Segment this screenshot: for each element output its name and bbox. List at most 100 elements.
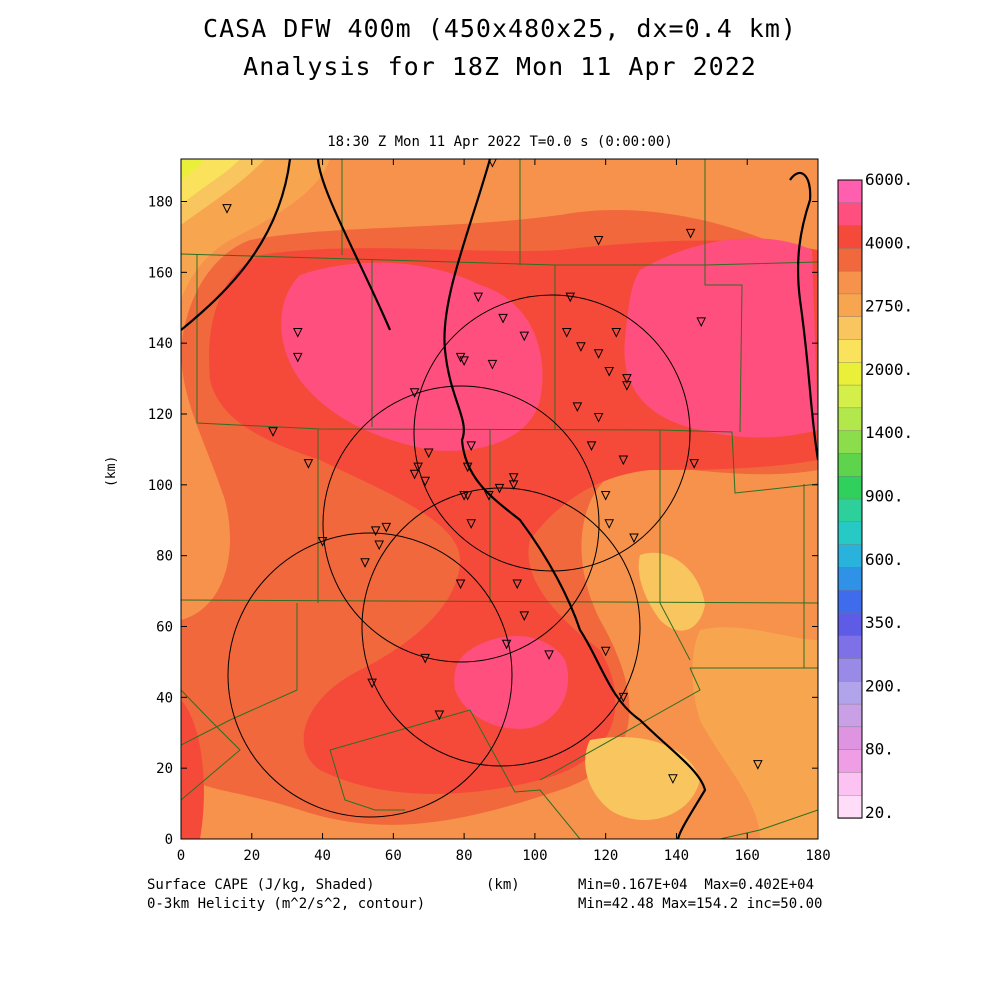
- colorbar-swatch: [837, 179, 863, 204]
- station-marker: [572, 402, 583, 413]
- station-marker: [367, 678, 377, 689]
- y-tick-label: 80: [156, 549, 173, 565]
- station-marker: [420, 476, 430, 487]
- colorbar-label: 350.: [865, 613, 904, 632]
- y-axis-label: (km): [104, 455, 119, 487]
- colorbar-swatch: [837, 567, 863, 591]
- station-marker: [544, 650, 554, 660]
- colorbar-swatch: [837, 795, 863, 819]
- footer-field-label: Surface CAPE (J/kg, Shaded): [147, 877, 375, 893]
- colorbar-swatch: [837, 726, 863, 751]
- y-tick-label: 180: [148, 195, 173, 211]
- colorbar-label: 20.: [865, 803, 894, 822]
- x-tick-label: 60: [385, 848, 402, 864]
- x-tick-label: 20: [243, 848, 260, 864]
- station-marker: [423, 448, 434, 459]
- colorbar-swatch: [837, 544, 863, 569]
- y-tick-label: 60: [156, 620, 173, 636]
- y-tick-label: 0: [165, 832, 173, 848]
- range-circle: [413, 294, 691, 572]
- colorbar-swatch: [837, 589, 863, 614]
- axes: 0 20 40 60 80 100 120 140 160 180 0 20 40 60 80 100 120 1…: [148, 159, 831, 864]
- colorbar-swatch: [837, 772, 863, 796]
- colorbar: 6000. 4000. 2750. 2000. 1400. 900. 600. 350. 200…: [837, 170, 913, 822]
- station-marker: [668, 774, 678, 784]
- colorbar-label: 1400.: [865, 423, 913, 442]
- x-tick-label: 0: [177, 848, 185, 864]
- station-marker: [593, 349, 604, 359]
- colorbar-swatch: [837, 339, 863, 363]
- colorbar-swatch: [837, 703, 863, 728]
- y-tick-label: 40: [156, 690, 173, 706]
- station-marker: [565, 292, 576, 303]
- station-marker: [420, 653, 430, 664]
- colorbar-swatch: [837, 498, 863, 523]
- station-marker: [586, 441, 597, 451]
- x-tick-label: 120: [593, 848, 618, 864]
- station-marker: [303, 459, 314, 469]
- plot-frame: [180, 158, 819, 840]
- station-marker: [360, 558, 370, 568]
- station-marker: [508, 473, 519, 483]
- station-marker: [292, 352, 303, 363]
- x-tick-label: 100: [522, 848, 547, 864]
- station-marker: [473, 292, 484, 303]
- station-marker: [576, 342, 586, 352]
- station-marker: [462, 490, 473, 501]
- station-marker: [600, 490, 611, 501]
- station-marker: [622, 374, 632, 384]
- y-tick-label: 140: [148, 336, 173, 352]
- x-tick-label: 80: [456, 848, 473, 864]
- station-marker: [696, 317, 707, 328]
- y-tick-label: 100: [148, 478, 173, 494]
- station-marker: [459, 356, 469, 366]
- station-marker: [413, 462, 423, 473]
- x-tick-label: 140: [664, 848, 689, 864]
- radar-range-circles: [227, 294, 691, 818]
- x-axis-label: (km): [486, 877, 520, 893]
- y-tick-label: 120: [148, 407, 173, 423]
- title-line-1: CASA DFW 400m (450x480x25, dx=0.4 km): [203, 14, 797, 43]
- boundary-lines: [181, 159, 818, 839]
- station-marker: [409, 388, 420, 398]
- colorbar-label: 80.: [865, 740, 894, 759]
- footer-contour-label: 0-3km Helicity (m^2/s^2, contour): [147, 896, 426, 912]
- station-marker: [561, 328, 572, 338]
- station-marker: [466, 519, 476, 529]
- station-marker: [268, 427, 278, 437]
- station-marker: [604, 519, 615, 529]
- colorbar-swatch: [837, 316, 863, 341]
- station-marker: [593, 235, 604, 246]
- station-marker: [292, 328, 303, 338]
- colorbar-label: 900.: [865, 487, 904, 506]
- station-marker: [487, 359, 498, 370]
- colorbar-label: 6000.: [865, 170, 913, 189]
- valid-time-subtitle: 18:30 Z Mon 11 Apr 2022 T=0.0 s (0:00:00…: [327, 134, 673, 150]
- colorbar-swatch: [837, 270, 863, 295]
- x-tick-label: 40: [314, 848, 331, 864]
- cape-shading: [181, 159, 818, 839]
- y-tick-label: 20: [156, 761, 173, 777]
- station-marker: [519, 331, 530, 342]
- colorbar-swatch: [837, 612, 863, 637]
- x-tick-label: 180: [805, 848, 830, 864]
- station-marker: [593, 413, 604, 423]
- station-marker: [622, 381, 632, 391]
- station-markers: [222, 159, 763, 784]
- station-marker: [629, 533, 639, 544]
- station-marker: [374, 540, 384, 551]
- station-marker: [494, 483, 505, 494]
- footer-field-minmax: Min=0.167E+04 Max=0.402E+04: [578, 877, 815, 893]
- footer-contour-minmax: Min=42.48 Max=154.2 inc=50.00: [578, 896, 823, 912]
- station-marker: [222, 204, 232, 214]
- colorbar-swatch: [837, 521, 863, 546]
- station-marker: [488, 159, 497, 168]
- colorbar-swatch: [837, 202, 863, 227]
- station-marker: [370, 526, 381, 536]
- station-marker: [409, 469, 420, 480]
- station-marker: [434, 710, 445, 721]
- station-marker: [484, 490, 494, 501]
- station-marker: [689, 459, 699, 469]
- station-marker: [519, 611, 530, 621]
